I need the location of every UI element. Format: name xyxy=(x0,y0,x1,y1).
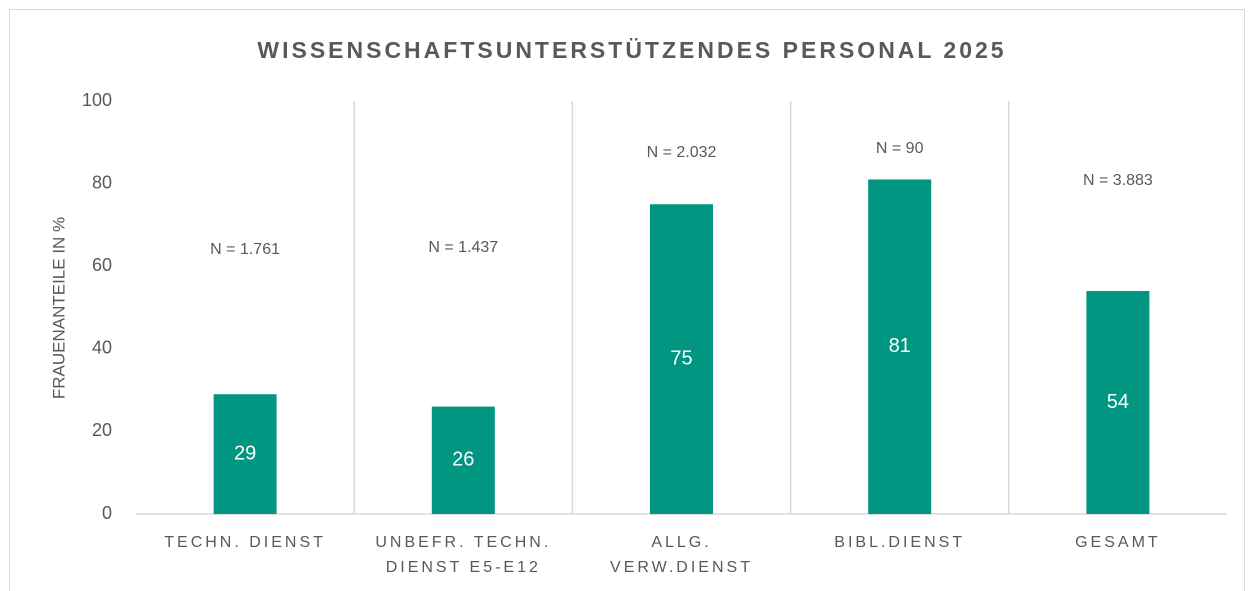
y-tick-label: 20 xyxy=(92,420,112,440)
bar xyxy=(650,204,713,514)
x-tick-label: GESAMT xyxy=(1075,534,1161,551)
x-tick-label: BIBL.DIENST xyxy=(834,534,965,551)
bar xyxy=(1086,290,1150,514)
chart-border xyxy=(9,9,1245,591)
annotation: N = 1.437 xyxy=(428,239,498,256)
annotation: N = 2.032 xyxy=(647,144,717,161)
data-label: 26 xyxy=(452,449,474,471)
y-tick-label: 100 xyxy=(82,90,112,110)
data-label: 75 xyxy=(670,347,692,369)
annotation: N = 1.761 xyxy=(210,241,280,258)
data-label: 81 xyxy=(889,335,911,357)
data-label: 29 xyxy=(234,442,256,464)
x-tick-label: UNBEFR. TECHN. DIENST E5-E12 xyxy=(375,534,551,576)
x-tick-label: ALLG. VERW.DIENST xyxy=(610,534,753,576)
bar xyxy=(213,394,277,514)
y-tick-label: 60 xyxy=(92,255,112,275)
y-tick-label: 0 xyxy=(102,503,112,523)
y-tick-label: 40 xyxy=(92,338,112,358)
y-axis-label: FRAUENANTEILE IN % xyxy=(49,217,68,399)
y-tick-label: 80 xyxy=(92,172,112,192)
x-tick-label: TECHN. DIENST xyxy=(164,534,326,551)
annotation: N = 3.883 xyxy=(1083,172,1153,189)
data-label: 54 xyxy=(1107,391,1129,413)
annotation: N = 90 xyxy=(876,140,924,157)
bar xyxy=(431,406,495,514)
chart-title: WISSENSCHAFTSUNTERSTÜTZENDES PERSONAL 20… xyxy=(257,37,1006,63)
bar xyxy=(868,179,932,514)
